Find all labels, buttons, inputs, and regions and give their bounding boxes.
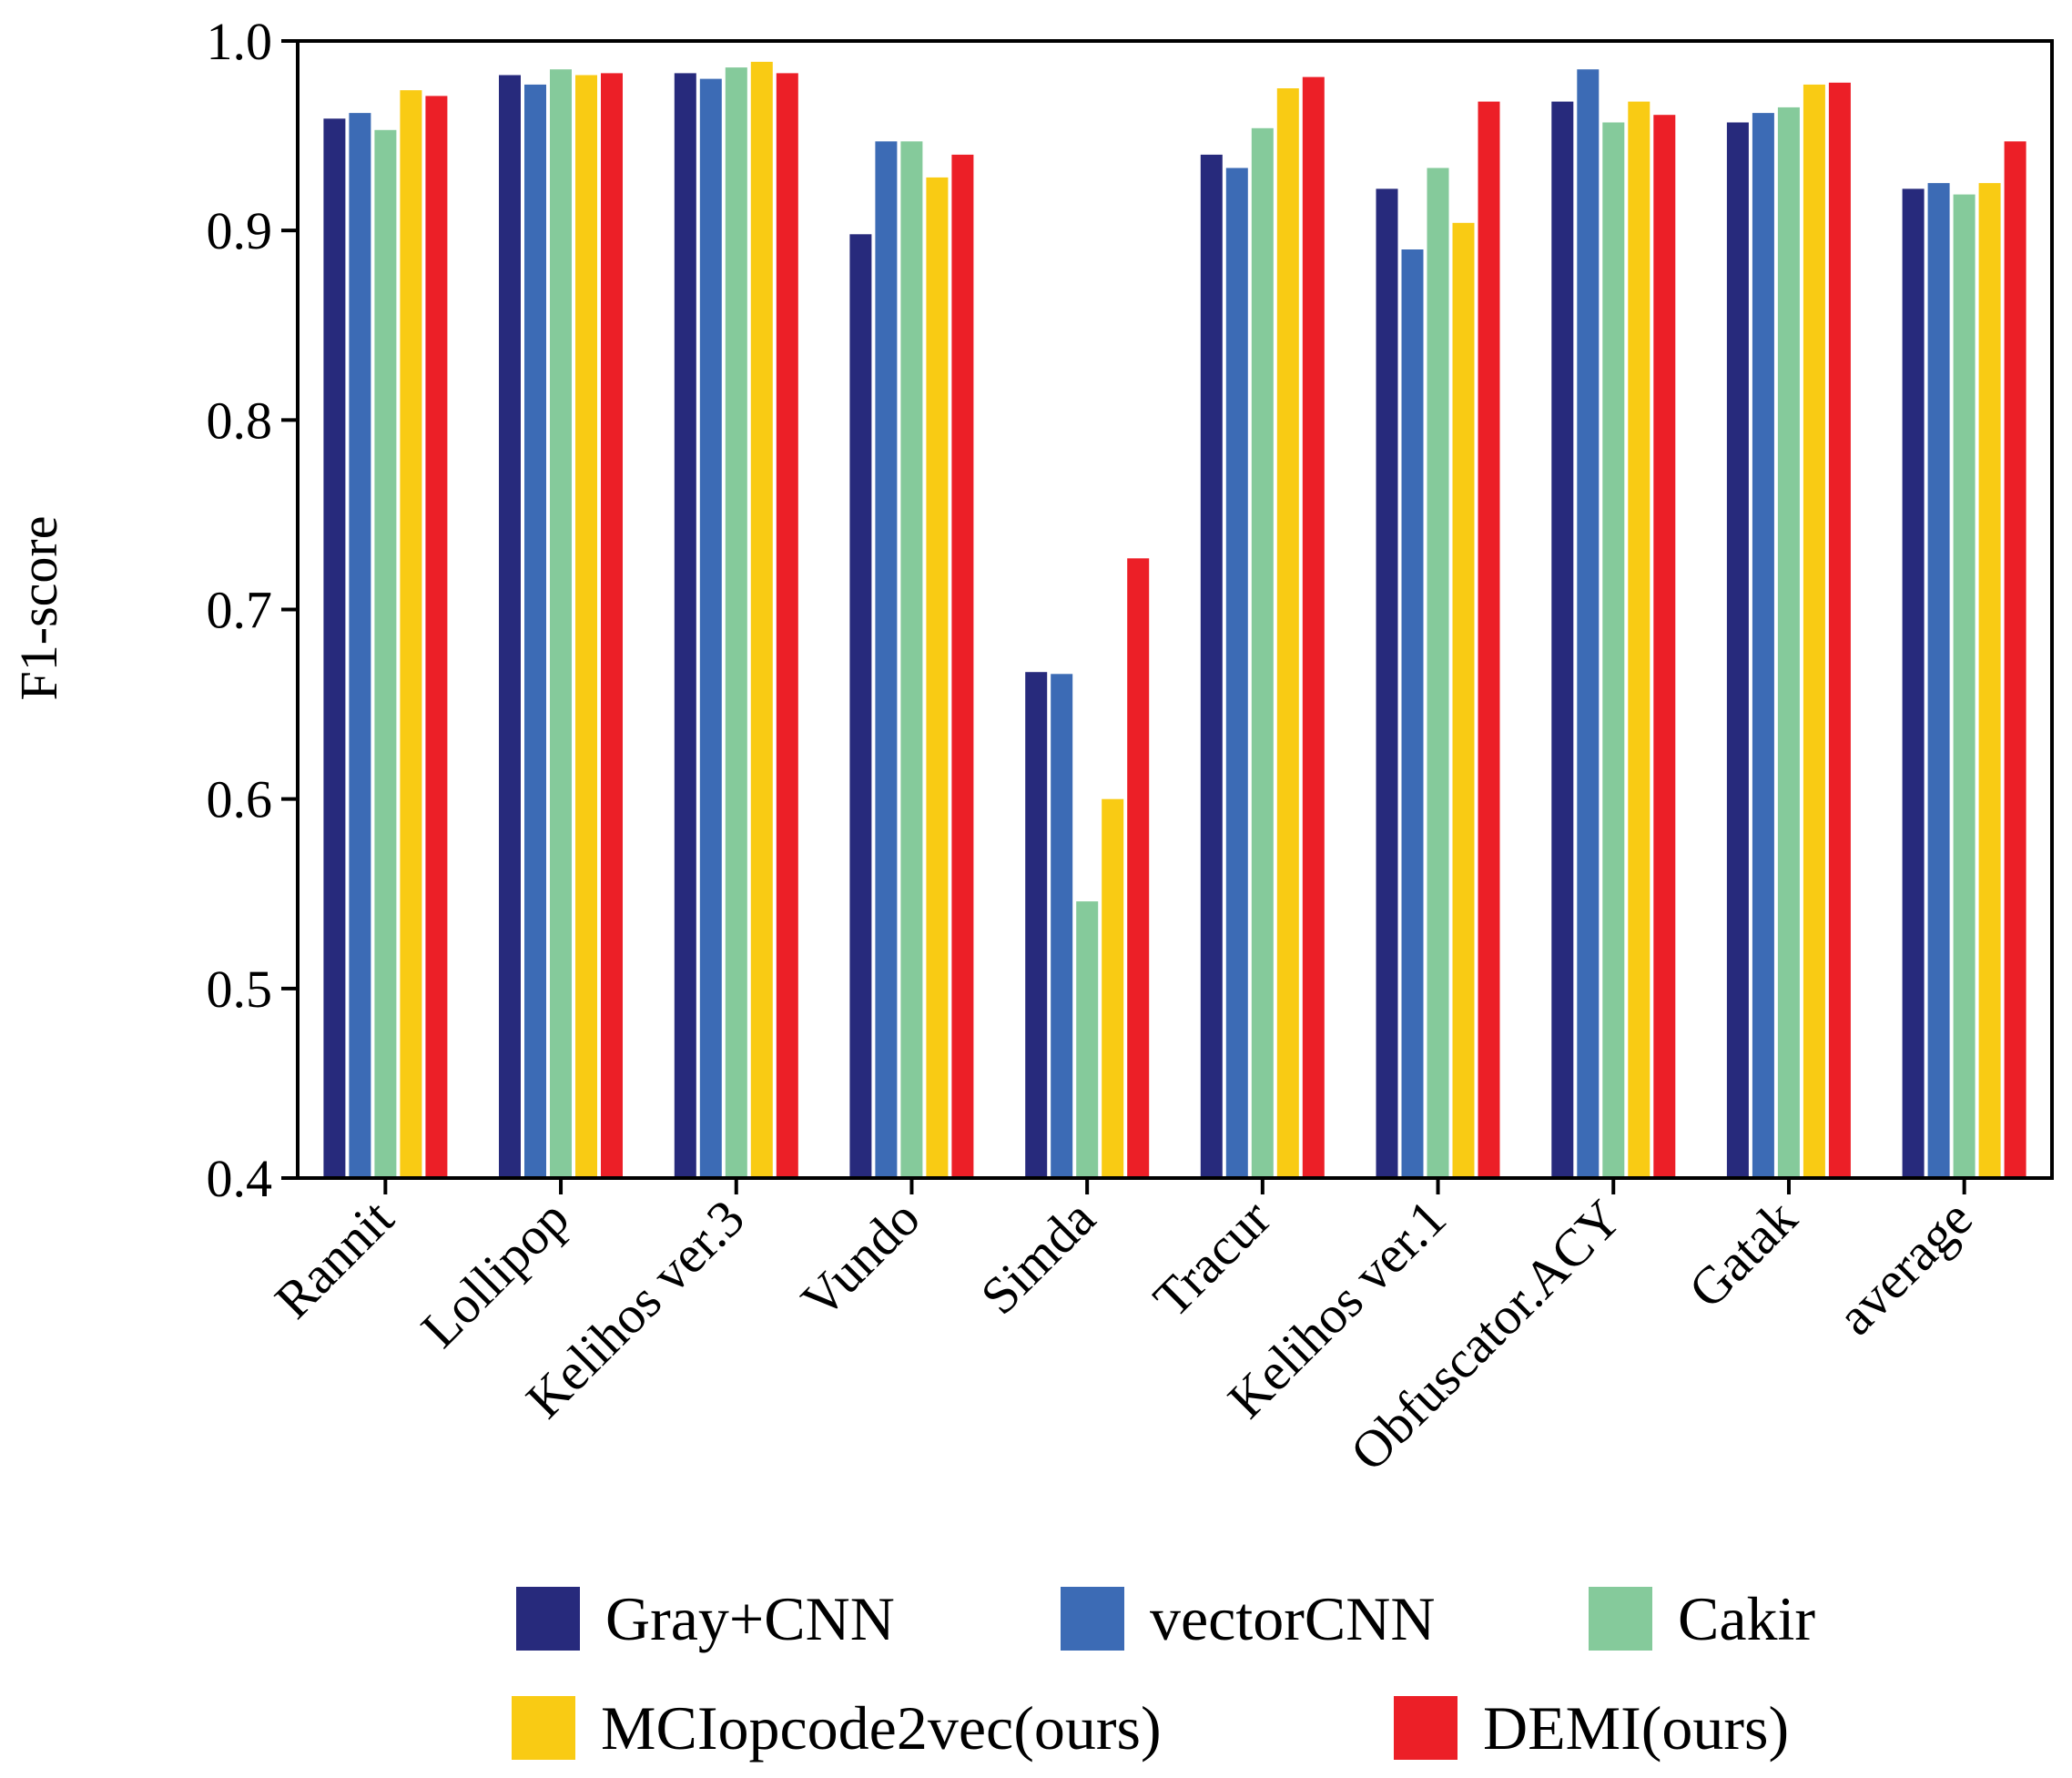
legend-label-5: DEMI(ours) [1483,1693,1789,1763]
bar-5-1 [425,96,448,1178]
bar-3-1 [374,129,397,1178]
bar-3-2 [550,69,572,1179]
bar-5-6 [1302,76,1325,1179]
bar-3-5 [1076,901,1099,1178]
bar-3-4 [900,141,923,1178]
legend-swatch-4 [512,1696,575,1760]
y-tick-label: 0.7 [207,581,273,640]
bar-1-6 [1200,154,1223,1178]
x-tick-label: Vundo [789,1188,930,1329]
bar-2-10 [1927,183,1950,1179]
bar-1-2 [499,75,521,1178]
bar-5-5 [1127,558,1150,1178]
bar-5-7 [1478,101,1500,1179]
bar-2-6 [1225,168,1248,1178]
bar-3-8 [1602,122,1625,1178]
y-tick-label: 1.0 [207,12,273,71]
x-tick-label: Rannit [263,1188,404,1329]
y-tick-label: 0.4 [207,1149,273,1208]
bar-4-7 [1452,222,1475,1178]
bar-1-7 [1376,188,1398,1178]
y-tick-label: 0.6 [207,770,273,829]
bar-1-5 [1025,672,1048,1178]
bar-5-8 [1653,115,1676,1179]
x-tick-label: Tracur [1142,1188,1282,1328]
bar-2-7 [1401,249,1424,1178]
bar-3-7 [1427,168,1449,1178]
bar-2-5 [1051,674,1073,1178]
bar-2-9 [1752,113,1774,1179]
bar-3-3 [725,67,747,1179]
bar-4-4 [926,177,949,1178]
bar-5-2 [601,73,623,1178]
bars-layer [323,61,2026,1179]
x-tick-label: Lollipop [410,1188,580,1358]
bar-4-1 [400,90,422,1179]
bar-2-3 [699,78,722,1179]
y-tick-label: 0.5 [207,960,273,1019]
y-axis: 0.4 0.5 0.6 0.7 0.8 0.9 1.0 [207,12,298,1208]
legend-swatch-5 [1394,1696,1458,1760]
legend-swatch-3 [1589,1587,1652,1651]
bar-4-6 [1276,88,1299,1178]
x-tick-label: Simda [970,1188,1107,1326]
bar-5-10 [2004,141,2026,1178]
y-axis-title: F1-score [9,516,68,701]
bar-5-9 [1828,82,1851,1178]
bar-4-2 [575,75,597,1178]
bar-3-10 [1953,194,1976,1179]
bar-3-6 [1251,127,1274,1178]
bar-4-3 [750,61,773,1178]
legend-label-4: MCIopcode2vec(ours) [601,1693,1162,1763]
bar-5-4 [951,154,974,1178]
bar-4-5 [1102,798,1124,1178]
bar-2-2 [524,84,546,1178]
bar-5-3 [776,73,798,1178]
legend-label-1: Gray+CNN [605,1584,895,1653]
bar-1-4 [849,234,872,1178]
legend: Gray+CNN vectorCNN Cakir MCIopcode2vec(ours… [512,1584,1815,1763]
bar-1-10 [1902,188,1925,1178]
bar-1-8 [1551,101,1574,1179]
bar-1-1 [323,118,346,1178]
y-tick-label: 0.9 [207,201,273,260]
x-tick-label: average [1825,1188,1983,1346]
bar-1-9 [1726,122,1749,1178]
bar-1-3 [674,73,696,1178]
x-tick-label: Gatak [1677,1188,1808,1319]
legend-label-3: Cakir [1678,1584,1815,1653]
bar-4-9 [1803,84,1825,1178]
legend-swatch-1 [516,1587,580,1651]
legend-swatch-2 [1061,1587,1124,1651]
bar-4-10 [1978,183,2001,1179]
bar-3-9 [1777,107,1800,1178]
bar-2-8 [1577,69,1600,1179]
bar-2-4 [875,141,898,1178]
y-tick-label: 0.8 [207,391,273,450]
bar-4-8 [1628,101,1650,1179]
bar-2-1 [349,113,371,1179]
legend-label-2: vectorCNN [1150,1584,1435,1653]
